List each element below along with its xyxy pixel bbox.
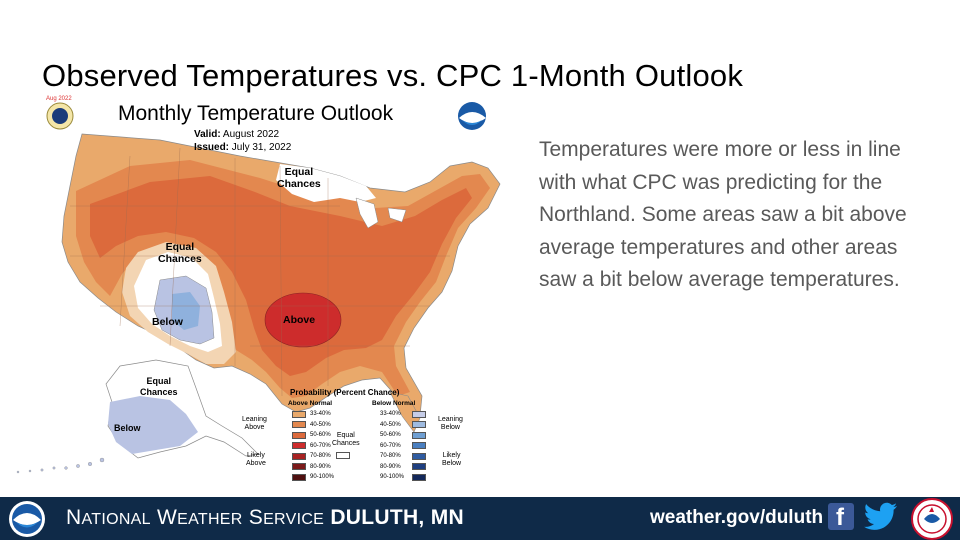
legend-below-row: 50-60% (380, 431, 426, 439)
month-badge: Aug 2022 (46, 96, 72, 102)
map-title: Monthly Temperature Outlook (118, 102, 394, 125)
footer-url-link[interactable]: weather.gov/duluth (650, 507, 824, 528)
legend-leaning-above: Leaning Above (242, 416, 267, 431)
slide-title: Observed Temperatures vs. CPC 1-Month Ou… (42, 58, 744, 93)
issued-label: Issued: (194, 142, 230, 153)
legend-below-range: 90-100% (380, 474, 405, 480)
legend-below-row: 33-40% (380, 410, 426, 418)
legend-below-swatch (412, 452, 426, 460)
above-south-area (264, 292, 342, 348)
footer-office-location: DULUTH, MN (330, 506, 464, 529)
valid-label: Valid: (194, 129, 221, 140)
legend-below-row: 60-70% (380, 442, 426, 450)
legend-below-row: 40-50% (380, 421, 426, 429)
issued-line: Issued: July 31, 2022 (194, 142, 291, 153)
legend-above-range: 40-50% (310, 421, 331, 428)
body-text: Temperatures were more or less in line w… (539, 138, 907, 291)
legend-above-swatch (292, 410, 306, 418)
issued-value: July 31, 2022 (231, 142, 292, 153)
legend-below-swatch (412, 421, 426, 428)
legend-below-head: Below Normal (372, 400, 416, 407)
great-lakes-east (387, 207, 407, 223)
alaska-below-area (108, 396, 198, 454)
label-equal-chances-alaska: Equal Chances (140, 376, 178, 397)
legend-below-row: 70-80% (380, 452, 426, 460)
legend-above-row: 40-50% (292, 421, 331, 429)
facebook-icon[interactable]: f (828, 503, 854, 531)
legend-equal-chances-swatch (336, 452, 350, 459)
legend-above-row: 90-100% (292, 473, 334, 481)
legend-above-swatch (292, 431, 306, 439)
legend-above-row: 80-90% (292, 463, 331, 471)
legend-below-row: 90-100% (380, 473, 426, 481)
noaa-logo-icon (458, 102, 486, 130)
legend-title: Probability (Percent Chance) (290, 388, 400, 397)
legend-below-range: 70-80% (380, 453, 401, 459)
legend-above-swatch (292, 452, 306, 460)
footer-office-name: NATIONAL WEATHER SERVICE DULUTH, MN (66, 506, 464, 529)
legend-above-swatch (292, 442, 306, 449)
legend-above-row: 60-70% (292, 442, 331, 450)
legend-below-range: 80-90% (380, 463, 401, 470)
legend-above-swatch (292, 473, 306, 481)
legend-above-range: 60-70% (310, 442, 331, 449)
legend-below-range: 33-40% (380, 411, 401, 417)
noaa-footer-logo-icon (9, 501, 45, 537)
legend-above-swatch (292, 421, 306, 428)
legend-above-row: 50-60% (292, 431, 331, 439)
legend-below-swatch (412, 431, 426, 439)
legend-above-head: Above Normal (288, 400, 333, 407)
legend-above-row: 70-80% (292, 452, 331, 460)
legend-below-range: 50-60% (380, 432, 401, 438)
legend-leaning-below: Leaning Below (438, 416, 463, 431)
legend-above-row: 33-40% (292, 410, 331, 418)
legend-above-range: 90-100% (310, 474, 335, 480)
label-above-south: Above (283, 314, 316, 326)
great-lakes (355, 197, 379, 229)
legend-below-swatch (412, 463, 426, 470)
legend-likely-above: Likely Above (246, 452, 266, 467)
legend-above-range: 80-90% (310, 463, 331, 470)
valid-value: August 2022 (222, 129, 280, 140)
outlook-map: Aug 2022 Monthly Temperature Outlook Val… (10, 96, 515, 491)
below-west-core-area (172, 292, 200, 330)
doc-seal-icon (46, 102, 74, 130)
legend-above-swatch (292, 463, 306, 470)
valid-line: Valid: August 2022 (194, 129, 279, 140)
twitter-icon[interactable] (864, 502, 898, 532)
nws-seal-icon (911, 498, 953, 540)
legend-below-range: 40-50% (380, 421, 401, 428)
legend-below-range: 60-70% (380, 442, 401, 449)
probability-legend: Probability (Percent Chance) Above Norma… (242, 388, 463, 488)
legend-below-swatch (412, 410, 426, 418)
label-below-alaska: Below (114, 423, 141, 433)
legend-above-range: 70-80% (310, 453, 331, 459)
label-equal-chances-north: Equal Chances (277, 166, 321, 190)
footer-bar: NATIONAL WEATHER SERVICE DULUTH, MN weat… (0, 497, 960, 540)
legend-below-row: 80-90% (380, 463, 426, 471)
legend-likely-below: Likely Below (442, 452, 462, 467)
label-equal-chances-west: Equal Chances (158, 241, 202, 265)
label-below-west: Below (152, 316, 183, 328)
legend-above-range: 33-40% (310, 411, 331, 417)
legend-below-swatch (412, 473, 426, 481)
legend-above-range: 50-60% (310, 432, 331, 438)
equal-chances-north-area (276, 164, 376, 202)
legend-equal-chances: Equal Chances (332, 432, 360, 447)
outlook-map-graphic (16, 102, 501, 474)
legend-below-swatch (412, 442, 426, 449)
